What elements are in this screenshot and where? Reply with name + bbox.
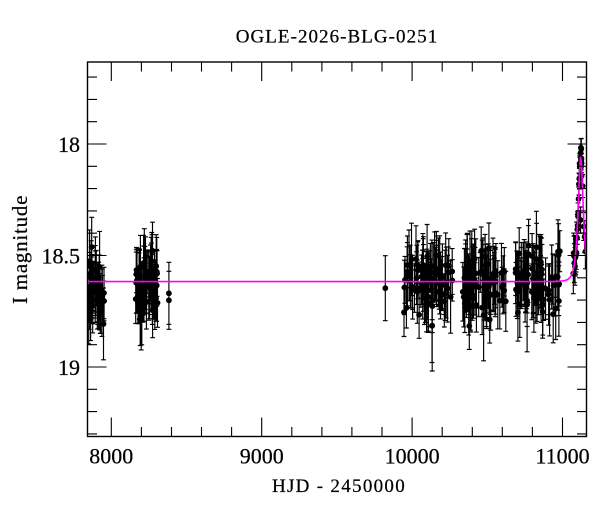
svg-text:OGLE-2026-BLG-0251: OGLE-2026-BLG-0251: [236, 26, 439, 47]
svg-text:I magnitude: I magnitude: [8, 195, 32, 304]
svg-text:19: 19: [58, 355, 80, 380]
svg-text:18: 18: [58, 132, 80, 157]
svg-text:9000: 9000: [240, 443, 284, 468]
svg-text:8000: 8000: [89, 443, 133, 468]
svg-text:18.5: 18.5: [42, 243, 81, 268]
svg-text:11000: 11000: [535, 443, 589, 468]
svg-text:HJD - 2450000: HJD - 2450000: [272, 476, 406, 497]
svg-text:10000: 10000: [385, 443, 440, 468]
